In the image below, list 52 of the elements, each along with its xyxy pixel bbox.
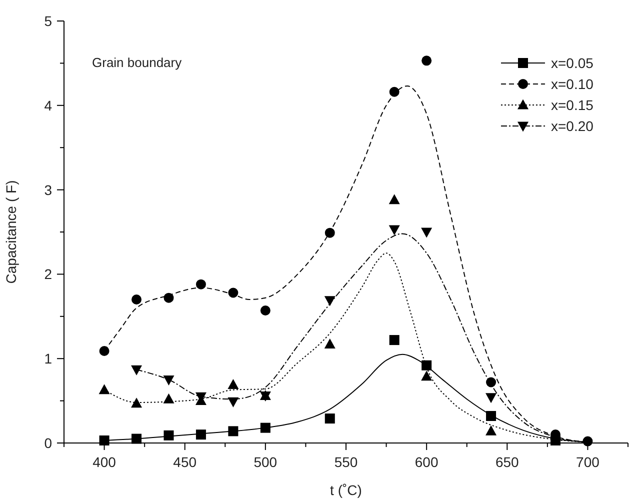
point [324, 414, 335, 424]
x-tick-label: 600 [414, 454, 438, 470]
x-tick-label: 450 [173, 454, 197, 470]
point [324, 338, 336, 348]
legend-label: x=0.05 [551, 55, 594, 71]
y-tick-label: 4 [44, 97, 52, 114]
point [421, 370, 432, 381]
x-tick-label: 650 [495, 454, 520, 470]
legend-label: x=0.20 [551, 118, 594, 134]
x-axis-title: t (˚C) [330, 482, 362, 498]
y-tick-label: 1 [44, 350, 52, 367]
point [228, 288, 238, 298]
point [163, 393, 174, 404]
point [389, 86, 400, 97]
point [260, 422, 270, 433]
point [132, 294, 142, 305]
x-tick-label: 700 [576, 454, 600, 470]
point [131, 365, 142, 376]
point [164, 292, 174, 303]
y-tick-label: 0 [44, 435, 52, 451]
y-tick-label: 3 [44, 182, 52, 198]
point [422, 56, 432, 66]
point [421, 228, 432, 238]
y-axis-title: Capacitance ( F) [3, 180, 19, 284]
y-tick-label: 5 [44, 13, 52, 29]
y-tick-label: 2 [44, 266, 52, 282]
x-tick-label: 400 [92, 454, 116, 470]
point [99, 435, 110, 446]
x-tick-label: 550 [334, 454, 358, 470]
legend-label: x=0.10 [551, 76, 594, 92]
point [582, 436, 593, 446]
point [99, 346, 110, 356]
point [228, 426, 238, 436]
point [324, 228, 335, 238]
point [324, 296, 336, 306]
point [260, 305, 270, 316]
point [388, 194, 400, 204]
point [196, 430, 206, 440]
point [131, 398, 142, 408]
point [164, 430, 174, 440]
legend-label: x=0.15 [551, 97, 594, 113]
x-tick-label: 500 [254, 454, 278, 470]
point [388, 225, 400, 236]
point [196, 279, 206, 290]
point [389, 335, 400, 346]
point [486, 425, 497, 436]
point [132, 434, 142, 444]
point [98, 384, 110, 394]
annotation: Grain boundary [92, 55, 182, 70]
point [486, 393, 497, 404]
point [228, 379, 239, 390]
point [163, 375, 174, 386]
